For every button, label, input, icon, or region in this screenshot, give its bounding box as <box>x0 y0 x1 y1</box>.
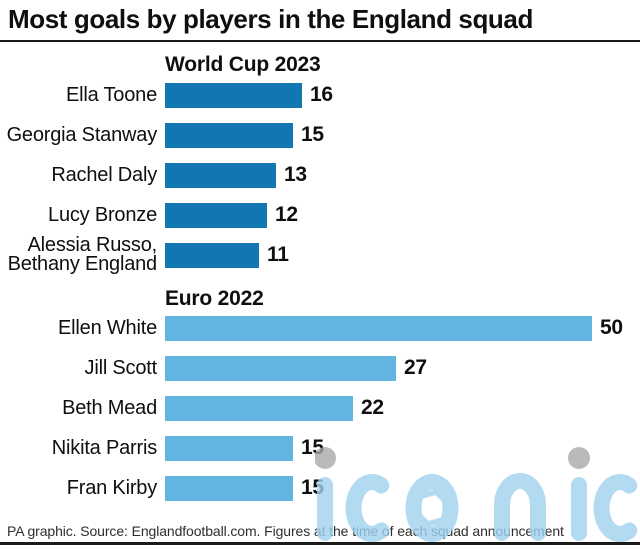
goal-bar <box>165 162 276 188</box>
bar-row: Alessia Russo, Bethany England 11 <box>0 235 640 275</box>
euro-section-title: Euro 2022 <box>165 287 264 310</box>
bar-row: Beth Mead 22 <box>0 388 640 428</box>
goal-bar <box>165 475 293 501</box>
page-title: Most goals by players in the England squ… <box>8 4 533 34</box>
goal-bar <box>165 315 592 341</box>
bar-row: Ellen White 50 <box>0 308 640 348</box>
euro-2022-chart: Euro 2022 Ellen White 50 Jill Scott 27 Beth … <box>0 287 640 508</box>
bar-row: Nikita Parris 15 <box>0 428 640 468</box>
bottom-divider <box>0 542 640 545</box>
player-label: Georgia Stanway <box>6 123 158 146</box>
player-label: Ella Toone <box>65 83 157 106</box>
goal-bar <box>165 435 293 461</box>
goal-count: 15 <box>301 436 324 459</box>
goal-bar <box>165 242 259 268</box>
worldcup-section-title: World Cup 2023 <box>165 53 321 76</box>
source-caption: PA graphic. Source: Englandfootball.com.… <box>7 523 564 539</box>
title-divider <box>0 40 640 42</box>
goal-bar <box>165 395 353 421</box>
bar-row: Georgia Stanway 15 <box>0 115 640 155</box>
goal-count: 22 <box>361 396 384 419</box>
player-label: Nikita Parris <box>51 436 157 459</box>
player-label: Beth Mead <box>62 396 157 419</box>
bar-row: Jill Scott 27 <box>0 348 640 388</box>
bar-row: Lucy Bronze 12 <box>0 195 640 235</box>
player-label: Lucy Bronze <box>48 203 157 226</box>
bar-row: Rachel Daly 13 <box>0 155 640 195</box>
worldcup-bar-rows: Ella Toone 16 Georgia Stanway 15 Rachel Daly… <box>0 75 640 275</box>
player-label: Alessia Russo, Bethany England <box>7 234 158 275</box>
goal-bar <box>165 122 293 148</box>
goal-count: 12 <box>275 203 298 226</box>
goal-count: 16 <box>310 83 333 106</box>
goal-count: 13 <box>284 163 307 186</box>
worldcup-2023-chart: World Cup 2023 Ella Toone 16 Georgia Stanw… <box>0 53 640 275</box>
player-label: Jill Scott <box>84 356 158 379</box>
bar-row: Fran Kirby 15 <box>0 468 640 508</box>
goal-count: 15 <box>301 123 324 146</box>
goal-bar <box>165 355 396 381</box>
euro-bar-rows: Ellen White 50 Jill Scott 27 Beth Mead 22 Niki… <box>0 308 640 508</box>
goal-count: 50 <box>600 316 623 339</box>
player-label: Fran Kirby <box>66 476 157 499</box>
player-label: Rachel Daly <box>51 163 157 186</box>
goal-bar <box>165 82 302 108</box>
player-label: Ellen White <box>58 316 157 339</box>
goal-count: 15 <box>301 476 324 499</box>
goal-count: 11 <box>267 243 289 266</box>
goal-count: 27 <box>404 356 427 379</box>
goal-bar <box>165 202 267 228</box>
bar-row: Ella Toone 16 <box>0 75 640 115</box>
